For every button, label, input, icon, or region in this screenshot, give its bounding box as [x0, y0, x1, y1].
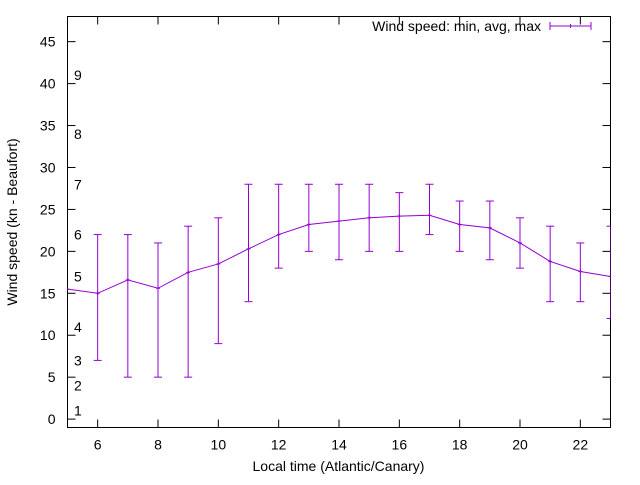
legend-sample: [549, 22, 592, 30]
avg-point: [125, 277, 130, 282]
y-tick-label: 25: [40, 201, 56, 217]
error-bar: [606, 225, 611, 319]
x-tick-label: 10: [211, 437, 227, 453]
beaufort-label: 3: [74, 352, 82, 368]
x-axis-label: Local time (Atlantic/Canary): [253, 458, 425, 474]
y-tick-label: 40: [40, 76, 56, 92]
error-bar: [546, 225, 555, 303]
beaufort-label: 8: [74, 126, 82, 142]
y-tick-label: 0: [48, 411, 56, 427]
beaufort-label: 9: [74, 67, 82, 83]
x-tick-label: 18: [452, 437, 468, 453]
avg-point: [95, 291, 100, 296]
avg-point: [367, 215, 372, 220]
error-bar: [425, 183, 434, 236]
x-tick-label: 12: [271, 437, 287, 453]
legend-label: Wind speed: min, avg, max: [372, 18, 541, 34]
beaufort-label: 2: [74, 378, 82, 394]
avg-point: [337, 219, 341, 224]
error-bar: [244, 183, 253, 303]
error-bar: [123, 234, 132, 378]
error-bar: [304, 183, 313, 252]
x-tick-label: 16: [392, 437, 408, 453]
beaufort-label: 4: [74, 319, 82, 335]
x-tick-label: 8: [154, 437, 162, 453]
series-group: [67, 183, 611, 378]
error-bar: [274, 183, 283, 269]
y-tick-label: 45: [40, 34, 56, 50]
y-tick-label: 20: [40, 243, 56, 259]
avg-point: [216, 261, 221, 266]
beaufort-label: 7: [74, 176, 82, 192]
x-tick-label: 14: [331, 437, 347, 453]
error-bar: [485, 200, 494, 261]
y-tick-label: 30: [40, 159, 56, 175]
avg-point: [276, 232, 281, 237]
avg-point: [548, 259, 553, 264]
x-tick-label: 6: [94, 437, 102, 453]
avg-point: [306, 222, 311, 227]
avg-point: [518, 240, 522, 245]
avg-point: [487, 225, 492, 230]
beaufort-label: 1: [74, 403, 82, 419]
x-tick-label: 20: [512, 437, 528, 453]
x-tick-label: 22: [573, 437, 589, 453]
y-tick-label: 5: [48, 369, 56, 385]
error-bar: [93, 234, 102, 361]
y-axis-label: Wind speed (kn - Beaufort): [4, 138, 20, 305]
avg-point: [156, 286, 160, 291]
avg-point: [578, 269, 583, 274]
error-bar: [154, 242, 162, 378]
beaufort-label: 6: [74, 227, 82, 243]
avg-point: [608, 274, 611, 279]
y-tick-label: 15: [40, 285, 56, 301]
avg-point: [397, 214, 402, 219]
y-tick-label: 35: [40, 118, 56, 134]
avg-point: [457, 222, 462, 227]
error-bar: [214, 217, 223, 345]
avg-point: [427, 213, 432, 218]
error-bar: [395, 192, 404, 252]
avg-point: [186, 270, 191, 275]
error-bar: [184, 225, 193, 378]
beaufort-label: 5: [74, 269, 82, 285]
avg-point: [246, 246, 251, 251]
y-tick-label: 10: [40, 327, 56, 343]
avg-point: [67, 287, 70, 292]
